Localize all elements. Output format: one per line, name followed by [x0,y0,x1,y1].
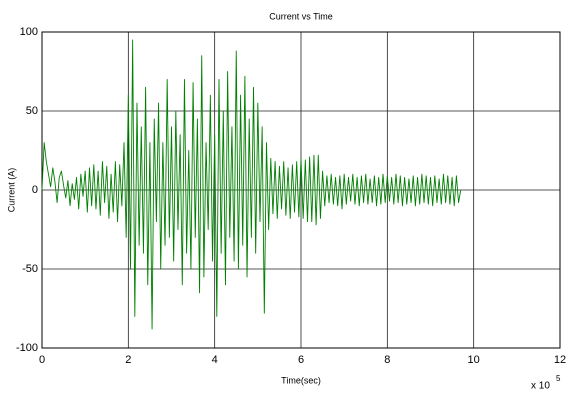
x-multiplier: x 10 [531,381,550,392]
x-tick-label: 4 [212,354,218,366]
x-tick-label: 8 [384,354,390,366]
x-tick-label: 6 [298,354,304,366]
y-tick-label: -50 [22,263,38,275]
y-tick-label: 0 [32,184,38,196]
x-tick-label: 0 [39,354,45,366]
y-tick-label: 50 [26,105,38,117]
x-tick-label: 2 [125,354,131,366]
y-tick-label: -100 [16,342,38,354]
y-tick-label: 100 [20,26,38,38]
x-multiplier-exponent: 5 [556,374,561,383]
data-line [41,39,462,330]
chart-title: Current vs Time [269,11,333,21]
x-tick-label: 10 [468,354,480,366]
x-tick-label: 12 [554,354,566,366]
y-axis-label: Current (A) [6,168,16,213]
x-axis-label: Time(sec) [281,375,321,385]
